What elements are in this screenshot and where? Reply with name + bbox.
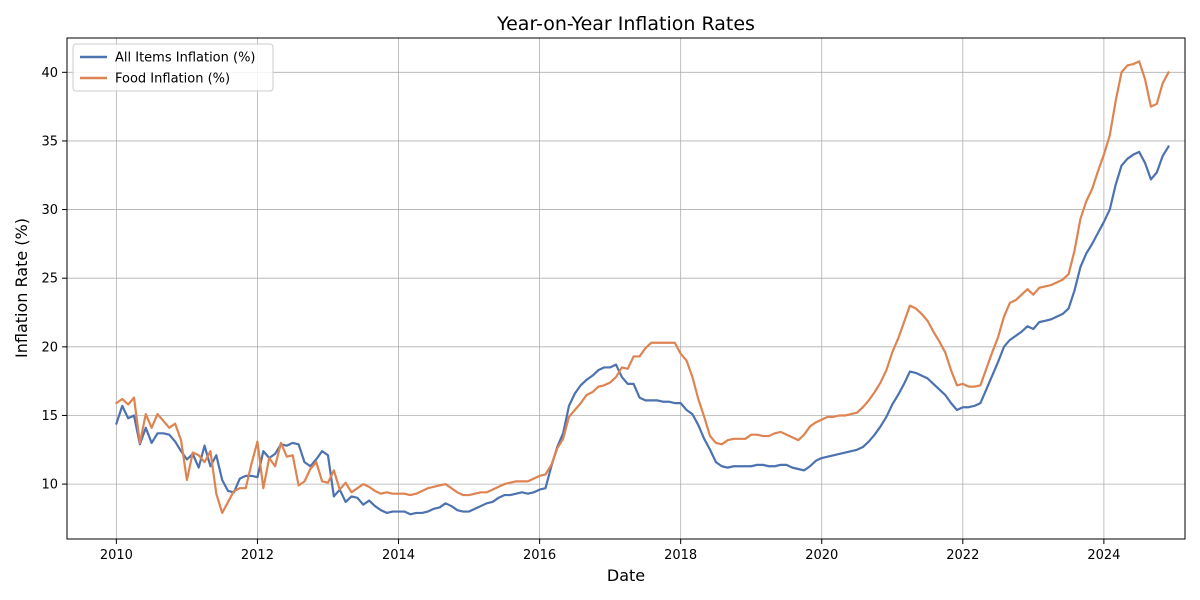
x-tick-label: 2010 (100, 548, 133, 563)
x-axis-title: Date (607, 566, 645, 585)
y-tick-label: 35 (41, 134, 58, 149)
x-tick-label: 2024 (1087, 548, 1120, 563)
series-lines (115, 60, 1170, 516)
x-axis-ticks: 2010 2012 2014 2016 2018 2020 2022 2024 (100, 539, 1120, 563)
y-tick-label: 30 (41, 203, 58, 218)
x-tick-label: 2020 (805, 548, 838, 563)
y-axis-ticks: 10 15 20 25 30 35 40 (41, 66, 67, 493)
series-line-food (115, 60, 1170, 515)
grid-lines (67, 38, 1185, 539)
series-line-all-items (115, 145, 1170, 516)
legend: All Items Inflation (%) Food Inflation (%… (72, 43, 274, 92)
y-tick-label: 10 (41, 478, 58, 493)
legend-label: Food Inflation (%) (115, 72, 230, 87)
x-tick-label: 2018 (664, 548, 697, 563)
x-tick-label: 2022 (946, 548, 979, 563)
legend-label: All Items Inflation (%) (115, 51, 256, 66)
x-tick-label: 2014 (382, 548, 415, 563)
chart-title: Year-on-Year Inflation Rates (496, 13, 755, 35)
plot-frame (66, 37, 1186, 540)
y-tick-label: 25 (41, 272, 58, 287)
x-tick-label: 2012 (241, 548, 274, 563)
x-tick-label: 2016 (523, 548, 556, 563)
legend-box (72, 43, 274, 92)
y-tick-label: 20 (41, 340, 58, 355)
y-axis-title: Inflation Rate (%) (12, 218, 31, 358)
y-tick-label: 40 (41, 66, 58, 81)
y-tick-label: 15 (41, 409, 58, 424)
